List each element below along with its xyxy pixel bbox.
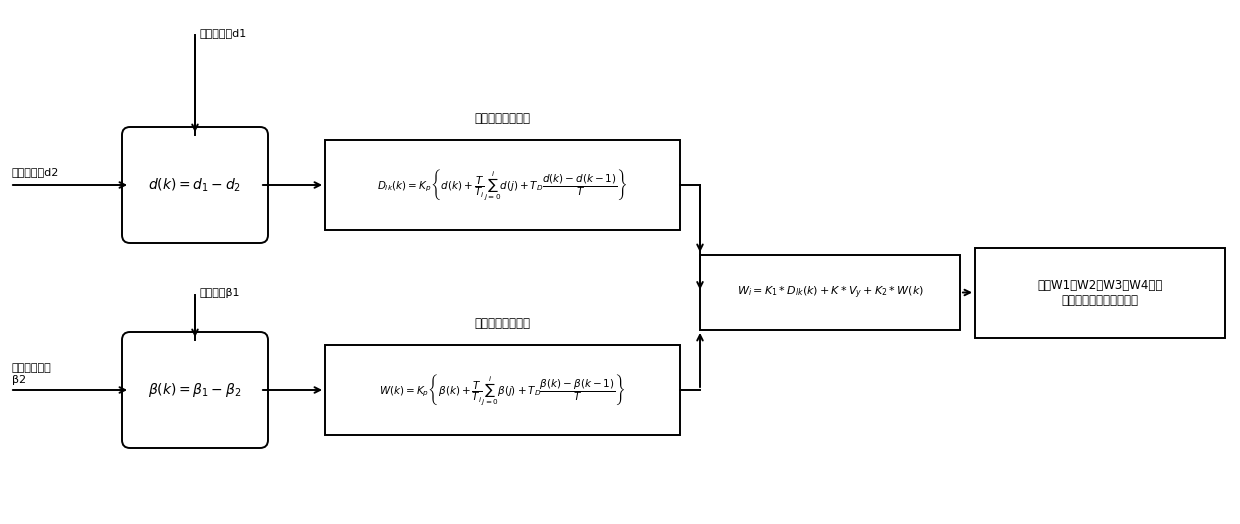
- Text: $\beta(k)=\beta_1-\beta_2$: $\beta(k)=\beta_1-\beta_2$: [149, 381, 242, 399]
- Bar: [701, 255, 960, 330]
- Text: 给定偏移值d2: 给定偏移值d2: [12, 167, 60, 177]
- Text: 给定偏转角度
β2: 给定偏转角度 β2: [12, 364, 52, 385]
- Bar: [325, 140, 680, 230]
- Text: 车体自转角度输出: 车体自转角度输出: [475, 317, 531, 330]
- Text: 左右偏移值d1: 左右偏移值d1: [200, 28, 247, 38]
- Bar: [325, 345, 680, 435]
- Text: $W_i=K_1*D_{lk}(k)+K*V_y+K_2*W(k)$: $W_i=K_1*D_{lk}(k)+K*V_y+K_2*W(k)$: [737, 285, 924, 301]
- Bar: [975, 248, 1225, 338]
- Text: 输出W1、W2、W3、W4车轮
不同角速度调节车体变态: 输出W1、W2、W3、W4车轮 不同角速度调节车体变态: [1038, 279, 1163, 307]
- Text: $W(k)=K_p\left\{\beta(k)+\dfrac{T}{T_i}\sum_{j=0}^{i}\beta(j)+T_D\dfrac{\beta(k): $W(k)=K_p\left\{\beta(k)+\dfrac{T}{T_i}\…: [379, 373, 626, 408]
- FancyBboxPatch shape: [122, 127, 268, 243]
- Text: $D_{lk}(k)=K_p\left\{d(k)+\dfrac{T}{T_i}\sum_{j=0}^{i}d(j)+T_D\dfrac{d(k)-d(k-1): $D_{lk}(k)=K_p\left\{d(k)+\dfrac{T}{T_i}…: [377, 167, 627, 203]
- Text: 偏转角度β1: 偏转角度β1: [200, 288, 241, 298]
- Text: 车体横向位移输出: 车体横向位移输出: [475, 112, 531, 125]
- Text: $d(k)=d_1-d_2$: $d(k)=d_1-d_2$: [149, 176, 242, 194]
- FancyBboxPatch shape: [122, 332, 268, 448]
